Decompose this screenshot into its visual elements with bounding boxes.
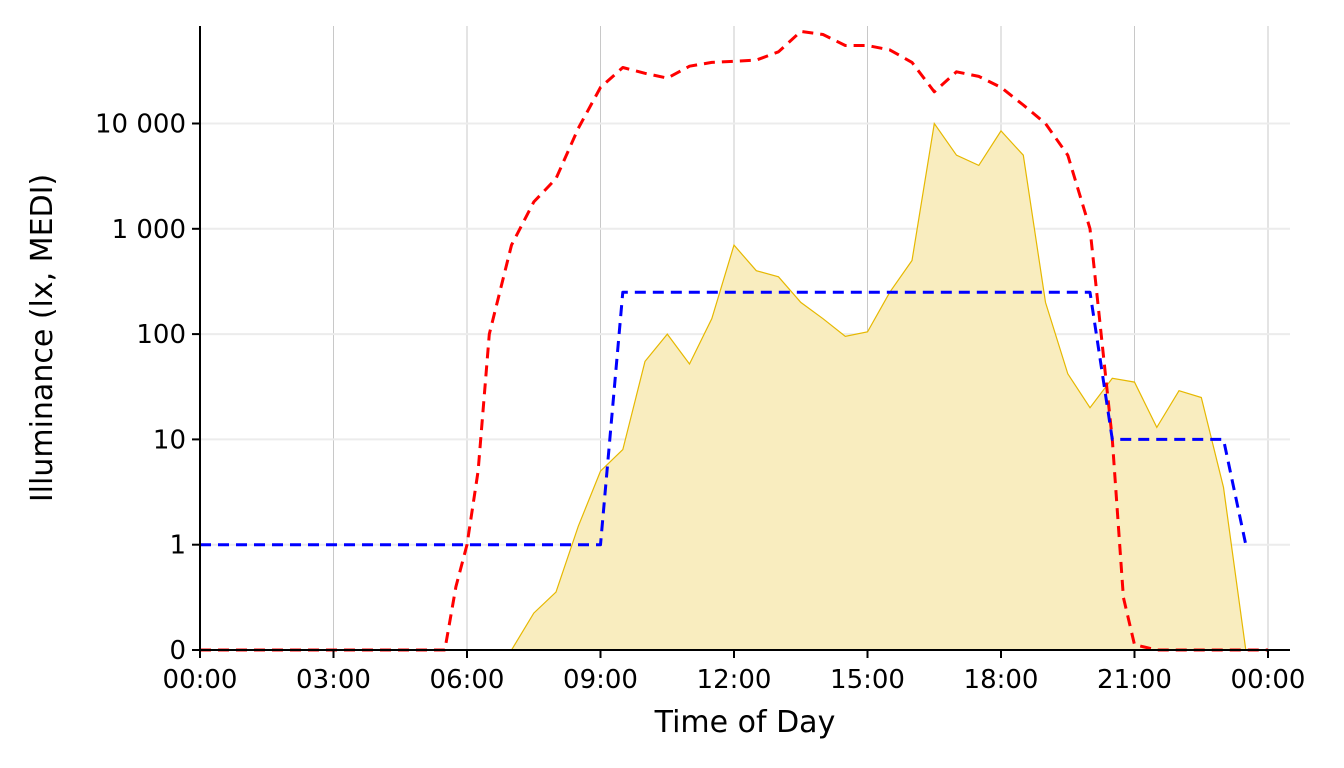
y-tick-label: 10 bbox=[153, 425, 186, 455]
x-tick-label: 03:00 bbox=[296, 665, 371, 695]
y-tick-label: 10 000 bbox=[95, 110, 186, 140]
y-tick-label: 1 bbox=[169, 531, 186, 561]
y-tick-label: 0 bbox=[169, 636, 186, 666]
x-ticks: 00:00 03:00 06:00 09:00 12:00 15:00 18:00 21:00… bbox=[163, 650, 1306, 695]
x-tick-label: 09:00 bbox=[563, 665, 638, 695]
x-tick-label: 00:00 bbox=[1231, 665, 1306, 695]
x-tick-label: 18:00 bbox=[964, 665, 1039, 695]
y-tick-label: 100 bbox=[136, 320, 186, 350]
x-tick-label: 00:00 bbox=[163, 665, 238, 695]
y-ticks: 0 1 10 100 1 000 10 000 bbox=[95, 110, 200, 666]
series-layer bbox=[200, 29, 1268, 652]
x-tick-label: 06:00 bbox=[430, 665, 505, 695]
axes bbox=[199, 26, 1290, 651]
x-tick-label: 21:00 bbox=[1097, 665, 1172, 695]
area-series-fill bbox=[200, 123, 1246, 650]
x-axis-title: Time of Day bbox=[654, 705, 836, 740]
y-axis-title: Illuminance (lx, MEDI) bbox=[25, 174, 60, 502]
blue-dashed-series bbox=[200, 290, 1248, 547]
area-series-line bbox=[200, 121, 1247, 651]
y-tick-label: 1 000 bbox=[112, 215, 186, 245]
x-tick-label: 12:00 bbox=[697, 665, 772, 695]
red-dashed-series bbox=[200, 29, 1268, 652]
x-tick-label: 15:00 bbox=[830, 665, 905, 695]
